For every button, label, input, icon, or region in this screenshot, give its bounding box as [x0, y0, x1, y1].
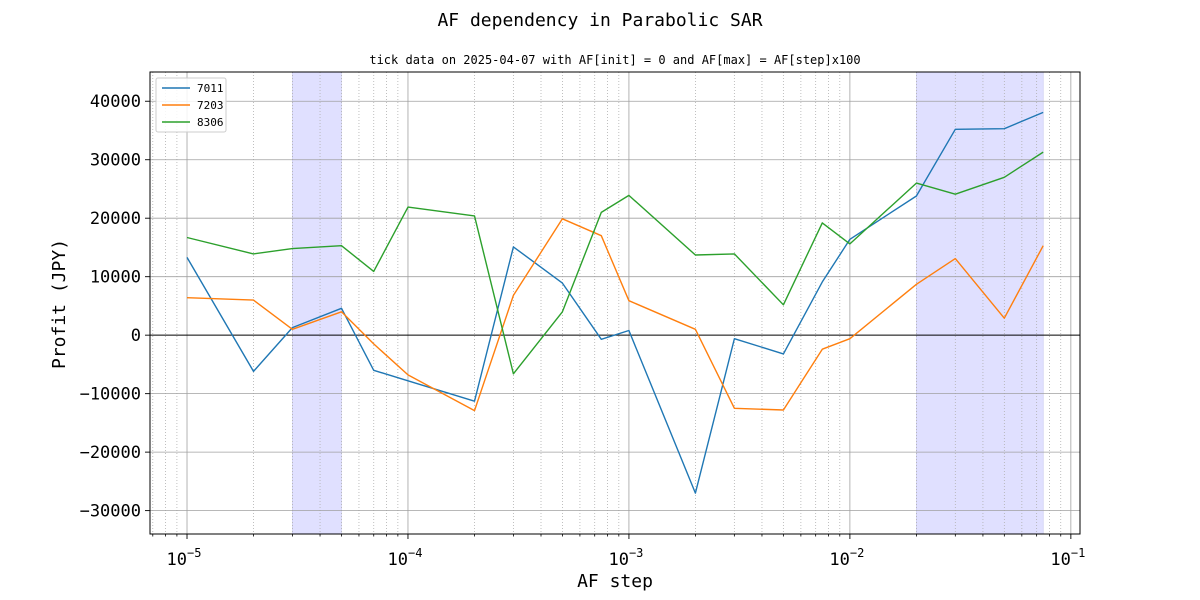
shaded-range-1 [292, 71, 342, 535]
series-lines [186, 111, 1044, 494]
y-tick-label: −10000 [80, 385, 141, 405]
x-tick-label: 10−2 [829, 546, 864, 570]
y-tick-label: 10000 [90, 268, 141, 288]
x-tick-label: 10−3 [608, 546, 643, 570]
legend-label-7011: 7011 [197, 82, 224, 95]
chart-title: AF dependency in Parabolic SAR [437, 10, 762, 31]
chart-subtitle: tick data on 2025-04-07 with AF[init] = … [369, 53, 860, 67]
y-tick-label: 30000 [90, 151, 141, 171]
series-line-7011 [186, 111, 1044, 494]
x-tick-label: 10−1 [1050, 546, 1085, 570]
y-tick-label: 0 [131, 326, 141, 346]
x-tick-label: 10−4 [388, 546, 423, 570]
y-ticks: −30000 −20000 −10000 0 10000 20000 30000 40000 [80, 92, 150, 522]
series-line-7203 [186, 218, 1044, 412]
x-tick-label: 10−5 [167, 546, 202, 570]
x-ticks: 10−5 10−4 10−3 10−2 10−1 [152, 534, 1085, 570]
y-axis-label: Profit (JPY) [49, 239, 70, 369]
major-grid [150, 72, 1080, 534]
legend: 7011 7203 8306 [155, 77, 227, 133]
shaded-range-2 [916, 71, 1044, 535]
y-tick-label: 20000 [90, 209, 141, 229]
x-axis-label: AF step [577, 571, 653, 592]
legend-box [155, 77, 227, 133]
y-tick-label: −20000 [80, 443, 141, 463]
legend-label-8306: 8306 [197, 116, 224, 129]
minor-grid [152, 72, 1062, 534]
series-line-8306 [186, 151, 1044, 375]
axes-frame [149, 71, 1081, 535]
y-tick-label: −30000 [80, 502, 141, 522]
plot-frame [149, 71, 1081, 535]
legend-label-7203: 7203 [197, 99, 224, 112]
y-tick-label: 40000 [90, 92, 141, 112]
